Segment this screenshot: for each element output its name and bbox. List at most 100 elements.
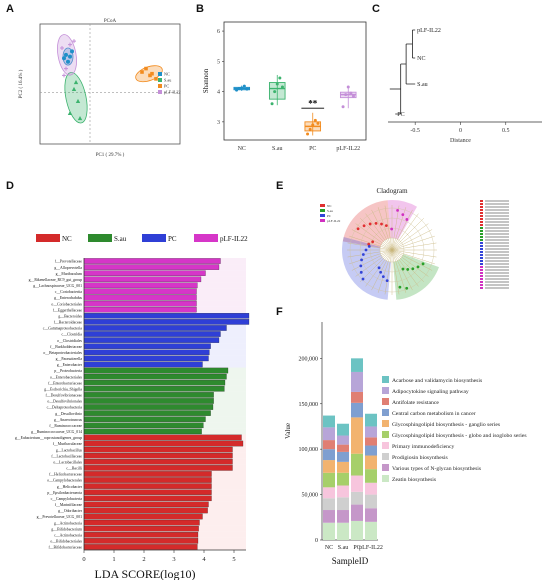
bar-label: o__Campylobacterales	[47, 479, 82, 483]
stacked-segment	[337, 497, 349, 511]
lda-bar	[83, 392, 214, 398]
clade-node	[367, 245, 371, 248]
bar-label: g__Eubacterium__coprostanoligenes_group	[15, 436, 82, 440]
legend-label: Acarbose and validamycin biosynthesis	[392, 378, 483, 384]
clade-key-swatch	[480, 278, 483, 280]
legend-label: Central carbon metabolism in cancer	[392, 411, 476, 417]
stacked-segment	[351, 491, 363, 505]
clade-branch	[384, 205, 393, 251]
clade-key-swatch	[480, 200, 483, 202]
leaf-label: pLF-IL22	[417, 28, 441, 34]
clade-branch	[391, 213, 419, 251]
x-tick-label: 0.5	[502, 128, 510, 134]
x-tick-label: 4	[202, 556, 206, 563]
clade-key-swatch	[480, 287, 483, 289]
lda-bar	[83, 282, 198, 289]
clade-key-text-line	[485, 281, 509, 283]
bar-label: c__Coriobacteriia	[55, 290, 83, 294]
legend-label: Glycosphingolipid biosynthesis - ganglio…	[392, 422, 501, 428]
legend-swatch	[158, 72, 162, 76]
lda-bar	[83, 404, 214, 410]
bar-label: g__Alloprevotella	[54, 266, 82, 270]
dendrogram-branch	[395, 63, 407, 115]
clade-key-text-line	[485, 275, 509, 277]
clade-key-text-line	[485, 209, 509, 211]
x-axis-label: PC1 ( 29.7% )	[96, 153, 125, 158]
legend-label: PC	[164, 84, 169, 89]
pcoa-chart: PCoA PC1 ( 29.7% ) PC2 ( 16.4% ) NCS.auPCpL…	[19, 19, 181, 158]
box-point	[344, 93, 348, 97]
clade-branch	[391, 205, 400, 251]
legend-label: PC	[168, 235, 177, 243]
box-point	[275, 82, 279, 86]
x-tick-label: -0.5	[410, 128, 420, 134]
clade-key-swatch	[480, 260, 483, 262]
clade-node	[381, 275, 385, 279]
stacked-bar-chart: 0 50,000 100,000 150,000 200,000 Value NC S.au P…	[284, 322, 527, 566]
clade-key-swatch	[480, 266, 483, 268]
box-point	[245, 87, 249, 91]
stacked-segment	[337, 435, 349, 445]
bar-label: f__Bacteroidaceae	[54, 321, 83, 325]
clade-key-swatch	[480, 221, 483, 223]
clade-branch	[391, 249, 419, 287]
lda-bar	[83, 428, 202, 435]
clade-key-swatch	[480, 215, 483, 217]
lda-bar	[83, 337, 220, 343]
clade-node	[374, 222, 378, 225]
clade-branch	[351, 229, 393, 251]
lda-bar	[83, 264, 220, 270]
clade-branch	[347, 249, 393, 258]
lda-bar	[83, 288, 197, 295]
bar-label: f__Desulfovibrionaceae	[46, 394, 83, 398]
box-point	[242, 84, 246, 88]
legend-label: S.au	[164, 78, 172, 83]
legend-label: pLF-IL22	[164, 90, 181, 95]
x-tick-label: 0	[459, 128, 462, 134]
legend-swatch	[320, 219, 325, 222]
lda-bar	[83, 294, 197, 301]
clade-node	[411, 267, 415, 271]
panel-a: PCoA PC1 ( 29.7% ) PC2 ( 16.4% ) NC S.au PC pL…	[10, 14, 190, 166]
clade-key-text-line	[485, 230, 509, 232]
x-tick-label: NC	[325, 545, 333, 551]
legend-label: Antifolate resistance	[392, 399, 439, 406]
bar-label: f__Lactobacillaceae	[51, 454, 82, 458]
bar-label: g__Muribaculum	[56, 272, 82, 276]
box-point	[311, 123, 315, 127]
legend-swatch	[320, 209, 325, 212]
stacked-segment	[323, 427, 335, 441]
x-tick-label: PC	[353, 545, 360, 551]
clade-key-text-line	[485, 245, 509, 247]
stacked-segment	[351, 371, 363, 392]
bar-label: c__Campylobacteria	[51, 497, 83, 501]
clade-key-swatch	[480, 248, 483, 250]
lda-bar	[83, 258, 221, 264]
bar-label: g__Actinobacteria	[54, 521, 82, 525]
lda-bar	[83, 532, 199, 538]
legend-label: Glycosphingolipid biosynthesis - globo a…	[392, 433, 527, 439]
data-point	[77, 115, 83, 121]
stacked-segment	[365, 445, 377, 456]
clade-key-text-line	[485, 266, 509, 268]
y-tick-label: 100,000	[299, 447, 319, 453]
chart-title: PCoA	[104, 19, 117, 24]
data-point	[71, 86, 77, 91]
legend-label: NC	[327, 204, 332, 208]
plot-frame	[39, 23, 181, 145]
clade-branch	[355, 223, 393, 251]
legend-label: Prodigiosin biosynthesis	[392, 455, 449, 461]
clade-branch	[391, 249, 437, 258]
clade-key-swatch	[480, 281, 483, 283]
clade-key-swatch	[480, 230, 483, 232]
stacked-segment	[351, 417, 363, 454]
clade-key-swatch	[480, 254, 483, 256]
lda-bar	[83, 306, 197, 313]
clade-key-swatch	[480, 224, 483, 226]
bar-label: o__Coriobacteriales	[51, 302, 82, 306]
clade-key-text-line	[485, 242, 509, 244]
clade-node	[398, 285, 402, 289]
clade-key-text-line	[485, 233, 509, 235]
stacked-segment	[365, 426, 377, 438]
clade-key-text-line	[485, 224, 509, 226]
